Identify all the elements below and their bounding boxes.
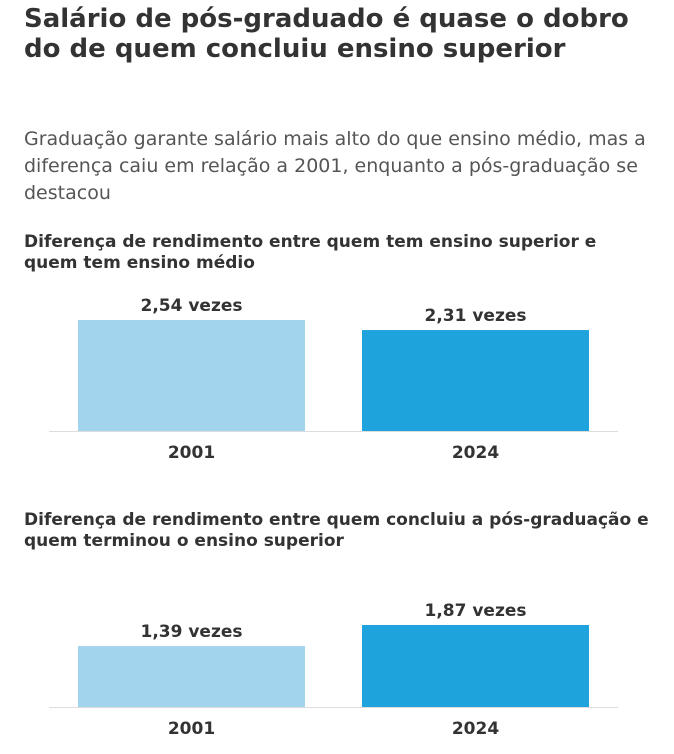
bar-2024	[362, 330, 589, 431]
chart-1: 2,54 vezes 2001 2,31 vezes 2024	[49, 296, 618, 463]
x-tick-label-2024: 2024	[452, 719, 499, 739]
bar-2001	[78, 646, 305, 707]
data-label-2024: 1,87 vezes	[424, 601, 526, 621]
x-tick-label-2001: 2001	[168, 719, 215, 739]
bar-2001	[78, 320, 305, 431]
chart-1-title: Diferença de rendimento entre quem tem e…	[24, 232, 597, 273]
chart-2-title: Diferença de rendimento entre quem concl…	[24, 510, 649, 551]
data-label-2001: 2,54 vezes	[140, 296, 242, 316]
data-label-2024: 2,31 vezes	[424, 306, 526, 326]
page-subtitle: Graduação garante salário mais alto do q…	[24, 128, 646, 204]
bar-2024	[362, 625, 589, 707]
x-tick-label-2001: 2001	[168, 443, 215, 463]
chart-2: 1,39 vezes 2001 1,87 vezes 2024	[49, 601, 618, 739]
x-tick-label-2024: 2024	[452, 443, 499, 463]
page-title: Salário de pós-graduado é quase o dobro …	[24, 4, 629, 64]
data-label-2001: 1,39 vezes	[140, 622, 242, 642]
